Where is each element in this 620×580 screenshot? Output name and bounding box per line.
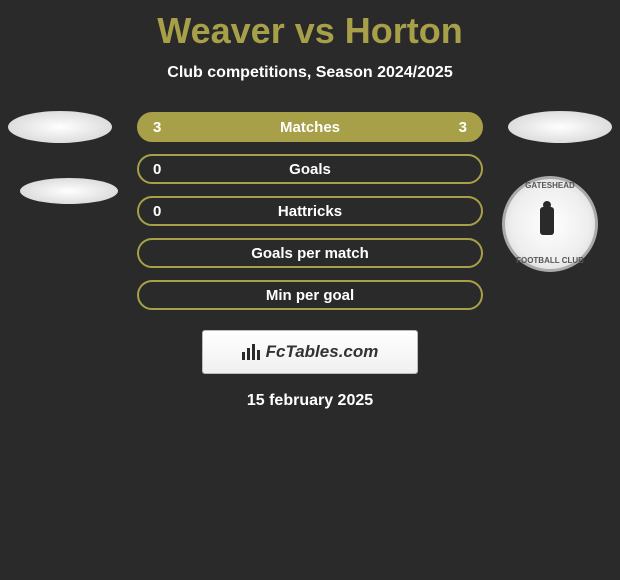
team-left-badge [8, 111, 112, 143]
stat-bar-goals: 0 Goals [137, 154, 483, 184]
stat-row-mpg: Min per goal [0, 280, 620, 310]
chart-icon [242, 344, 262, 360]
site-badge: FcTables.com [202, 330, 418, 374]
date-label: 15 february 2025 [0, 392, 620, 410]
site-label: FcTables.com [266, 342, 379, 362]
stat-bar-hattricks: 0 Hattricks [137, 196, 483, 226]
stat-label: Goals per match [153, 245, 467, 262]
stat-left-value: 0 [153, 203, 183, 220]
stat-label: Hattricks [183, 203, 437, 220]
stat-row-matches: 3 Matches 3 [0, 112, 620, 142]
stat-row-goals: 0 Goals [0, 154, 620, 184]
subtitle: Club competitions, Season 2024/2025 [0, 64, 620, 82]
stat-bar-matches: 3 Matches 3 [137, 112, 483, 142]
team-right-badge [508, 111, 612, 143]
stat-label: Min per goal [153, 287, 467, 304]
stat-label: Goals [183, 161, 437, 178]
stat-left-value: 3 [153, 119, 183, 136]
stat-label: Matches [183, 119, 437, 136]
stat-row-gpm: Goals per match [0, 238, 620, 268]
stat-right-value: 3 [437, 119, 467, 136]
stat-left-value: 0 [153, 161, 183, 178]
page-title: Weaver vs Horton [0, 10, 620, 52]
stat-bar-gpm: Goals per match [137, 238, 483, 268]
infographic-container: Weaver vs Horton Club competitions, Seas… [0, 0, 620, 580]
stat-bar-mpg: Min per goal [137, 280, 483, 310]
stat-row-hattricks: 0 Hattricks [0, 196, 620, 226]
